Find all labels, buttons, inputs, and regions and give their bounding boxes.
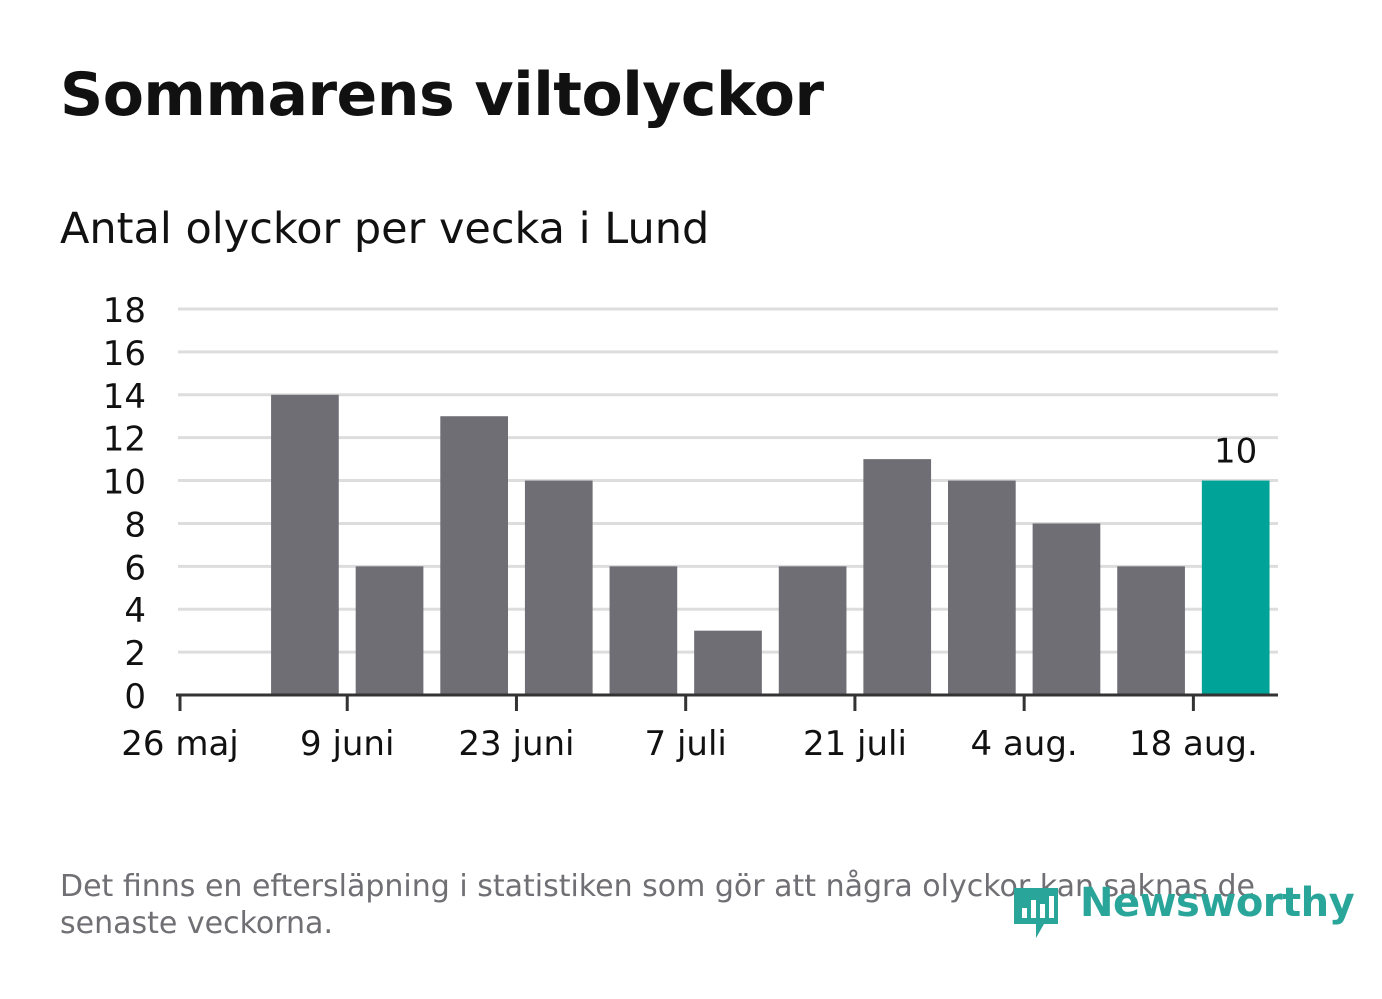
x-tick-labels: 26 maj 9 juni 23 juni 7 juli 21 juli 4 aug. 18… (121, 724, 1258, 764)
y-tick-label: 8 (124, 505, 146, 545)
y-tick-label: 6 (124, 548, 146, 588)
newsworthy-logo[interactable]: Newsworthy (1010, 880, 1355, 944)
x-axis (176, 693, 1278, 711)
footnote: Det finns en eftersläpning i statistiken… (60, 869, 1255, 941)
y-tick-label: 12 (103, 420, 146, 460)
bar (609, 566, 678, 695)
bar (355, 566, 424, 695)
bar (863, 459, 932, 695)
x-tick-label: 21 juli (803, 724, 907, 764)
chart-subtitle: Antal olyckor per vecka i Lund (60, 204, 710, 254)
bars (271, 394, 1270, 695)
x-tick-label: 4 aug. (971, 724, 1078, 764)
y-tick-label: 2 (124, 634, 146, 674)
x-tick-label: 18 aug. (1129, 724, 1258, 764)
y-tick-label: 0 (124, 677, 146, 717)
grid-lines (178, 307, 1278, 654)
data-labels: 10 (1214, 432, 1257, 472)
bar (1032, 523, 1101, 695)
bar (694, 630, 762, 695)
y-tick-label: 14 (103, 377, 146, 417)
newsworthy-logo-icon (1014, 888, 1058, 938)
bar (1117, 566, 1185, 695)
bar (1201, 480, 1270, 695)
bar (271, 394, 339, 695)
y-tick-label: 4 (124, 591, 146, 631)
x-tick-label: 26 maj (121, 724, 238, 764)
x-tick-label: 7 juli (645, 724, 727, 764)
x-tick-label: 9 juni (300, 724, 394, 764)
x-tick-label: 23 juni (458, 724, 574, 764)
bar (948, 480, 1016, 695)
bar (440, 416, 508, 695)
y-tick-label: 10 (103, 463, 146, 503)
bar (778, 566, 847, 695)
y-tick-label: 16 (103, 334, 146, 374)
brand-name: Newsworthy (1080, 880, 1355, 926)
chart-title: Sommarens viltolyckor (60, 60, 824, 130)
bar (524, 480, 593, 695)
y-tick-label: 18 (103, 291, 146, 331)
data-label: 10 (1214, 432, 1257, 472)
